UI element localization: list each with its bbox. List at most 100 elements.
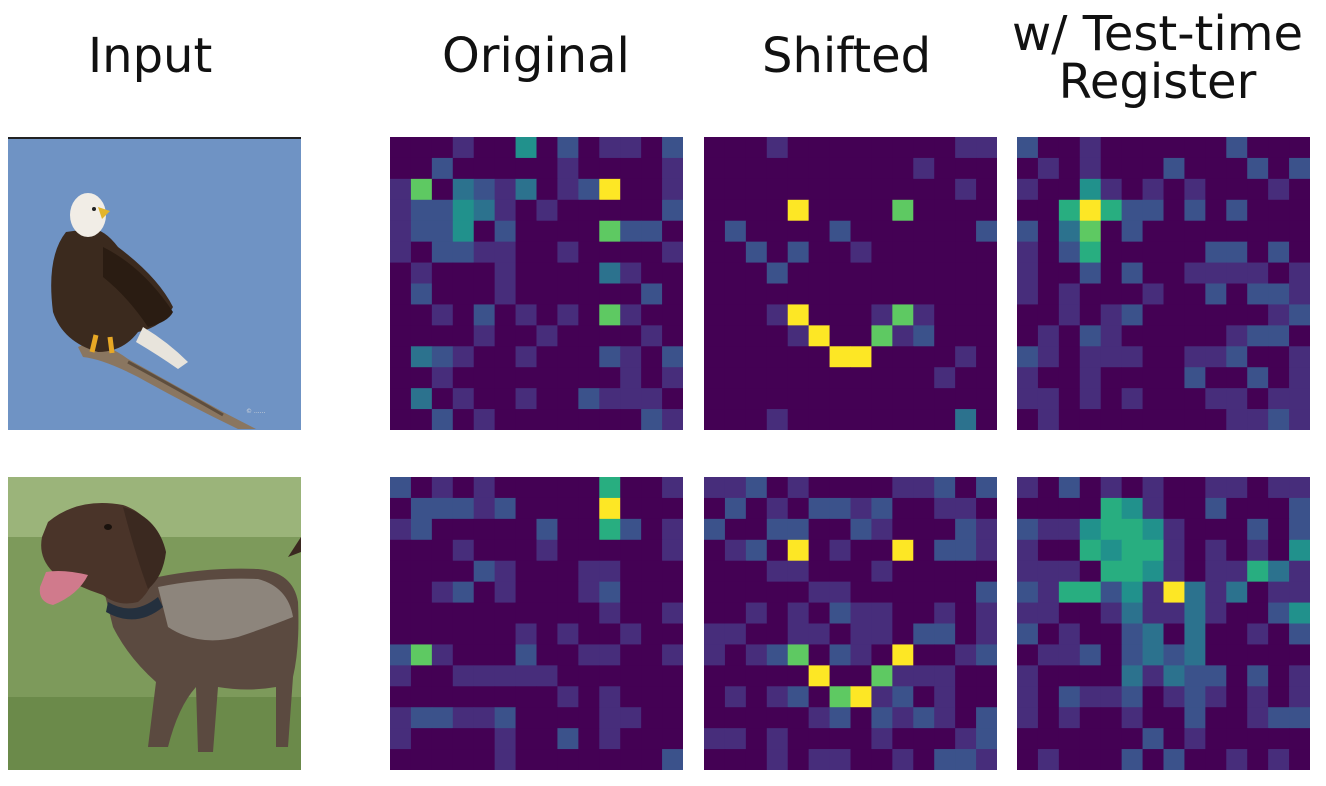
heatmap-cell [410, 518, 433, 541]
heatmap-cell [1205, 518, 1227, 541]
heatmap-cell [662, 409, 683, 430]
heatmap-cell [410, 367, 433, 389]
heatmap-cell [724, 623, 747, 645]
heatmap-cell [1289, 367, 1310, 389]
heatmap-cell [599, 560, 621, 583]
heatmap-cell [704, 707, 726, 729]
heatmap-cell [557, 518, 579, 541]
heatmap-cell [1268, 497, 1290, 520]
heatmap-cell [745, 262, 768, 284]
heatmap-cell [1289, 220, 1310, 243]
heatmap-cell [641, 199, 663, 222]
heatmap-cell [1100, 220, 1123, 243]
heatmap-cell [976, 367, 997, 389]
heatmap-cell [662, 477, 683, 499]
heatmap-cell [1058, 241, 1081, 263]
heatmap-cell [913, 367, 935, 389]
heatmap-cell [557, 665, 579, 687]
heatmap-cell [955, 199, 977, 222]
heatmap-cell [829, 749, 851, 770]
heatmap-cell [662, 644, 683, 666]
heatmap-cell [599, 497, 621, 520]
heatmap-cell [829, 346, 851, 368]
heatmap-cell [515, 644, 537, 666]
heatmap-cell [745, 199, 768, 222]
heatmap-cell [1017, 581, 1039, 603]
heatmap-cell [641, 346, 663, 368]
heatmap-cell [745, 518, 768, 541]
heatmap-cell [892, 686, 914, 708]
heatmap-cell [1289, 749, 1310, 770]
heatmap-cell [1289, 325, 1310, 347]
heatmap-cell [578, 477, 600, 499]
heatmap-cell [1226, 686, 1248, 708]
heatmap-cell [1121, 539, 1143, 562]
heatmap-cell [1121, 199, 1143, 222]
heatmap-cell [934, 623, 956, 645]
heatmap-cell [641, 477, 663, 499]
heatmap-cell [1121, 220, 1143, 243]
heatmap-cell [1079, 157, 1102, 180]
heatmap-cell [934, 262, 956, 284]
heatmap-cell [976, 157, 997, 180]
heatmap-cell [578, 367, 600, 389]
heatmap-cell [850, 749, 872, 770]
heatmap-cell [808, 409, 830, 430]
heatmap-cell [1100, 304, 1123, 326]
heatmap-cell [808, 262, 830, 284]
heatmap-cell [850, 623, 872, 645]
heatmap-cell [1079, 707, 1102, 729]
heatmap-cell [1079, 518, 1102, 541]
heatmap-cell [787, 325, 810, 347]
heatmap-cell [390, 304, 412, 326]
heatmap-cell [473, 409, 496, 430]
heatmap-cell [1226, 560, 1248, 583]
heatmap-cell [892, 497, 914, 520]
register_eagle-heatmap [1017, 137, 1310, 430]
dog-illustration [8, 477, 301, 770]
heatmap-cell [976, 686, 997, 708]
heatmap-cell [1184, 602, 1206, 624]
heatmap-cell [473, 623, 496, 645]
heatmap-cell [829, 497, 851, 520]
header-input: Input [88, 32, 212, 80]
heatmap-cell [1017, 602, 1039, 624]
heatmap-cell [808, 325, 830, 347]
heatmap-cell [536, 199, 558, 222]
heatmap-cell [850, 367, 872, 389]
heatmap-cell [704, 304, 726, 326]
heatmap-cell [452, 497, 475, 520]
heatmap-cell [787, 686, 810, 708]
heatmap-cell [724, 304, 747, 326]
heatmap-cell [829, 728, 851, 750]
heatmap-cell [410, 497, 433, 520]
heatmap-cell [1142, 749, 1164, 770]
heatmap-cell [494, 137, 516, 159]
heatmap-cell [390, 581, 412, 603]
heatmap-cell [871, 644, 893, 666]
heatmap-cell [620, 367, 642, 389]
heatmap-cell [431, 409, 454, 430]
heatmap-cell [1226, 137, 1248, 159]
heatmap-cell [1268, 602, 1290, 624]
heatmap-cell [410, 477, 433, 499]
heatmap-cell [1079, 749, 1102, 770]
heatmap-cell [1100, 644, 1123, 666]
heatmap-cell [578, 686, 600, 708]
heatmap-cell [745, 178, 768, 201]
heatmap-cell [892, 304, 914, 326]
heatmap-cell [641, 157, 663, 180]
heatmap-cell [390, 518, 412, 541]
heatmap-cell [934, 304, 956, 326]
heatmap-cell [955, 137, 977, 159]
heatmap-cell [1079, 283, 1102, 305]
heatmap-cell [1268, 157, 1290, 180]
heatmap-cell [934, 346, 956, 368]
heatmap-cell [1163, 581, 1185, 603]
heatmap-cell [1037, 346, 1060, 368]
heatmap-cell [1100, 602, 1123, 624]
heatmap-cell [578, 137, 600, 159]
heatmap-cell [745, 241, 768, 263]
heatmap-cell [1205, 665, 1227, 687]
heatmap-cell [871, 262, 893, 284]
